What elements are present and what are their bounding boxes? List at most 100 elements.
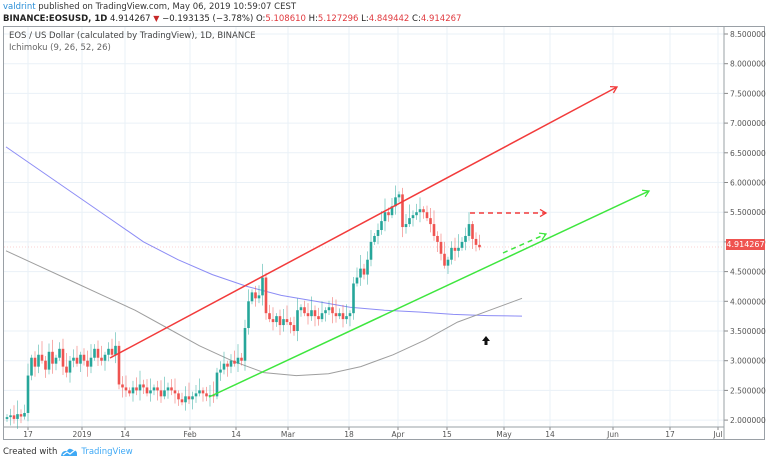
arrowhead-icon — [539, 208, 548, 218]
candle-down — [278, 316, 282, 326]
candle-up — [467, 224, 471, 236]
candle-up — [257, 295, 261, 299]
candle-down — [86, 360, 89, 367]
candle-up — [9, 415, 12, 418]
candle-up — [166, 387, 170, 391]
candle-down — [12, 415, 16, 419]
candle-up — [355, 277, 359, 284]
candle-down — [124, 387, 128, 391]
x-axis-label: 17 — [665, 430, 675, 439]
price-change: −0.193135 (−3.78%) — [162, 14, 254, 24]
candle-up — [72, 357, 75, 361]
candle-up — [408, 218, 411, 225]
candle-up — [390, 206, 394, 216]
open-value: 5.108610 — [265, 14, 306, 24]
candle-down — [429, 218, 432, 225]
candle-down — [75, 357, 79, 364]
symbol-name: BINANCE:EOSUSD, 1D — [3, 14, 108, 24]
candle-down — [128, 390, 131, 394]
candle-up — [89, 357, 93, 367]
candle-up — [366, 259, 369, 275]
x-axis-label: Jun — [606, 430, 619, 439]
candle-up — [397, 194, 401, 198]
candle-down — [180, 399, 184, 403]
candle-down — [205, 393, 208, 397]
candle-up — [152, 387, 156, 391]
candle-down — [313, 310, 317, 317]
candle-up — [219, 369, 222, 373]
candle-up — [149, 390, 152, 394]
candle-up — [348, 313, 352, 317]
candle-up — [163, 390, 166, 397]
candle-down — [212, 395, 215, 397]
x-axis-label: 2019 — [72, 430, 91, 439]
candle-up — [404, 224, 408, 228]
candle-down — [401, 194, 404, 228]
y-axis-label: 2.500000 — [730, 386, 766, 395]
candle-up — [107, 348, 110, 355]
candle-up — [184, 396, 187, 403]
candle-up — [229, 360, 233, 367]
chart-legend-title: EOS / US Dollar (calculated by TradingVi… — [9, 31, 256, 41]
candle-up — [299, 307, 303, 311]
candle-up — [275, 316, 278, 323]
candle-up — [352, 283, 355, 314]
candle-down — [121, 384, 124, 388]
candle-down — [303, 307, 306, 314]
red-trend-arrow — [109, 86, 618, 359]
y-axis-label: 3.000000 — [730, 357, 766, 366]
x-axis-label: 14 — [231, 430, 241, 439]
high-value: 5.127296 — [317, 14, 359, 24]
candle-down — [439, 241, 443, 254]
open-label: O: — [255, 14, 266, 24]
chart-legend-indicator[interactable]: Ichimoku (9, 26, 52, 26) — [9, 43, 111, 53]
x-axis-label: Mar — [281, 430, 296, 439]
candle-down — [201, 390, 205, 394]
candle-down — [96, 348, 100, 358]
candle-up — [5, 417, 9, 419]
candle-down — [471, 224, 474, 239]
y-axis-label: 7.500000 — [730, 89, 766, 98]
candle-up — [16, 414, 19, 419]
candle-down — [306, 313, 310, 317]
candle-down — [453, 247, 457, 251]
author-link[interactable]: valdrint — [3, 2, 36, 12]
candle-up — [236, 357, 240, 364]
candle-down — [432, 224, 436, 236]
up-arrow-marker-icon — [482, 336, 490, 345]
candle-down — [33, 357, 37, 367]
candle-up — [222, 363, 226, 370]
down-arrow-icon: ▼ — [153, 14, 160, 23]
candle-up — [324, 310, 327, 314]
x-axis-label: 14 — [545, 430, 555, 439]
candle-up — [359, 268, 362, 278]
y-axis-label: 3.500000 — [730, 327, 766, 336]
candle-down — [240, 357, 243, 361]
candle-down — [82, 354, 86, 361]
candle-up — [415, 212, 418, 216]
last-price: 4.914267 — [110, 14, 151, 24]
candle-down — [331, 307, 334, 314]
candle-down — [292, 325, 296, 331]
candle-up — [345, 316, 348, 320]
candle-down — [173, 390, 177, 394]
candle-down — [226, 363, 229, 367]
candle-up — [460, 241, 464, 248]
ichimoku-gray-line — [5, 250, 523, 377]
candle-down — [387, 212, 390, 216]
candle-up — [376, 230, 380, 236]
candle-down — [436, 235, 439, 242]
x-axis-label: 17 — [23, 430, 33, 439]
candle-down — [443, 253, 446, 266]
candle-up — [369, 241, 373, 260]
x-axis-label: Apr — [392, 430, 406, 439]
candle-up — [464, 235, 467, 242]
tradingview-brand-link[interactable]: TradingView — [81, 447, 133, 457]
candle-down — [40, 354, 44, 361]
candle-up — [30, 357, 33, 376]
candle-down — [44, 360, 47, 370]
x-axis-label: 18 — [344, 430, 354, 439]
candle-up — [114, 345, 117, 355]
candle-up — [338, 313, 341, 317]
